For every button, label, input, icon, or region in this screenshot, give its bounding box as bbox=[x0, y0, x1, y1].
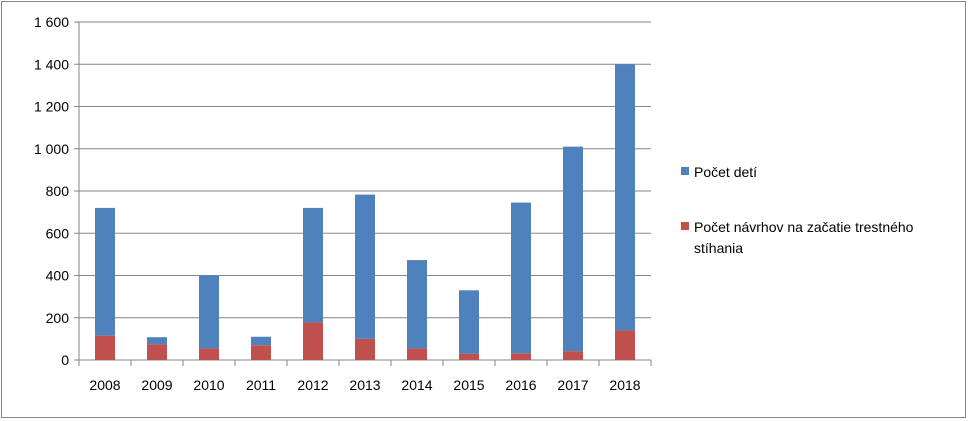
x-tick-label: 2009 bbox=[141, 377, 172, 393]
x-tick-label: 2011 bbox=[246, 377, 276, 393]
y-tick-label: 600 bbox=[46, 225, 70, 241]
x-tick-label: 2013 bbox=[349, 377, 380, 393]
legend-swatch-deti bbox=[681, 167, 689, 175]
y-tick-label: 1 000 bbox=[34, 141, 69, 157]
y-tick-label: 0 bbox=[61, 352, 69, 368]
bar-navrhy bbox=[95, 335, 115, 360]
x-tick-label: 2008 bbox=[89, 377, 120, 393]
y-tick-label: 1 400 bbox=[34, 56, 69, 72]
x-tick-label: 2017 bbox=[557, 377, 588, 393]
legend-label-deti: Počet detí bbox=[694, 164, 757, 180]
y-tick-label: 200 bbox=[46, 310, 70, 326]
legend-label-line: stíhania bbox=[694, 240, 743, 256]
bar-navrhy bbox=[199, 348, 219, 360]
legend-swatch-navrhy bbox=[681, 222, 689, 230]
bar-navrhy bbox=[355, 338, 375, 360]
bar-deti bbox=[147, 337, 167, 345]
x-tick-label: 2014 bbox=[401, 377, 432, 393]
bar-deti bbox=[511, 202, 531, 354]
bar-navrhy bbox=[563, 351, 583, 360]
bar-deti bbox=[251, 336, 271, 346]
legend-label-line: Počet návrhov na začatie trestného bbox=[694, 219, 914, 235]
y-tick-label: 1 200 bbox=[34, 99, 69, 115]
bar-navrhy bbox=[303, 322, 323, 360]
bar-navrhy bbox=[407, 348, 427, 360]
y-tick-label: 1 600 bbox=[34, 14, 69, 30]
bar-navrhy bbox=[251, 345, 271, 360]
bar-deti bbox=[563, 146, 583, 352]
bar-navrhy bbox=[615, 330, 635, 360]
bar-deti bbox=[355, 194, 375, 339]
bar-navrhy bbox=[459, 353, 479, 360]
y-tick-label: 800 bbox=[46, 183, 70, 199]
x-tick-label: 2012 bbox=[297, 377, 328, 393]
bar-deti bbox=[95, 207, 115, 336]
bar-navrhy bbox=[511, 353, 531, 360]
bar-deti bbox=[199, 275, 219, 349]
x-tick-label: 2018 bbox=[609, 377, 640, 393]
x-tick-label: 2015 bbox=[453, 377, 484, 393]
x-tick-label: 2016 bbox=[505, 377, 536, 393]
bar-deti bbox=[615, 64, 635, 331]
x-tick-label: 2010 bbox=[193, 377, 224, 393]
y-tick-label: 400 bbox=[46, 268, 70, 284]
bar-deti bbox=[303, 207, 323, 323]
legend-label-navrhy: Počet návrhov na začatie trestného stíhan… bbox=[694, 219, 914, 256]
bar-deti bbox=[459, 290, 479, 354]
bar-deti bbox=[407, 260, 427, 349]
bar-navrhy bbox=[147, 344, 167, 360]
